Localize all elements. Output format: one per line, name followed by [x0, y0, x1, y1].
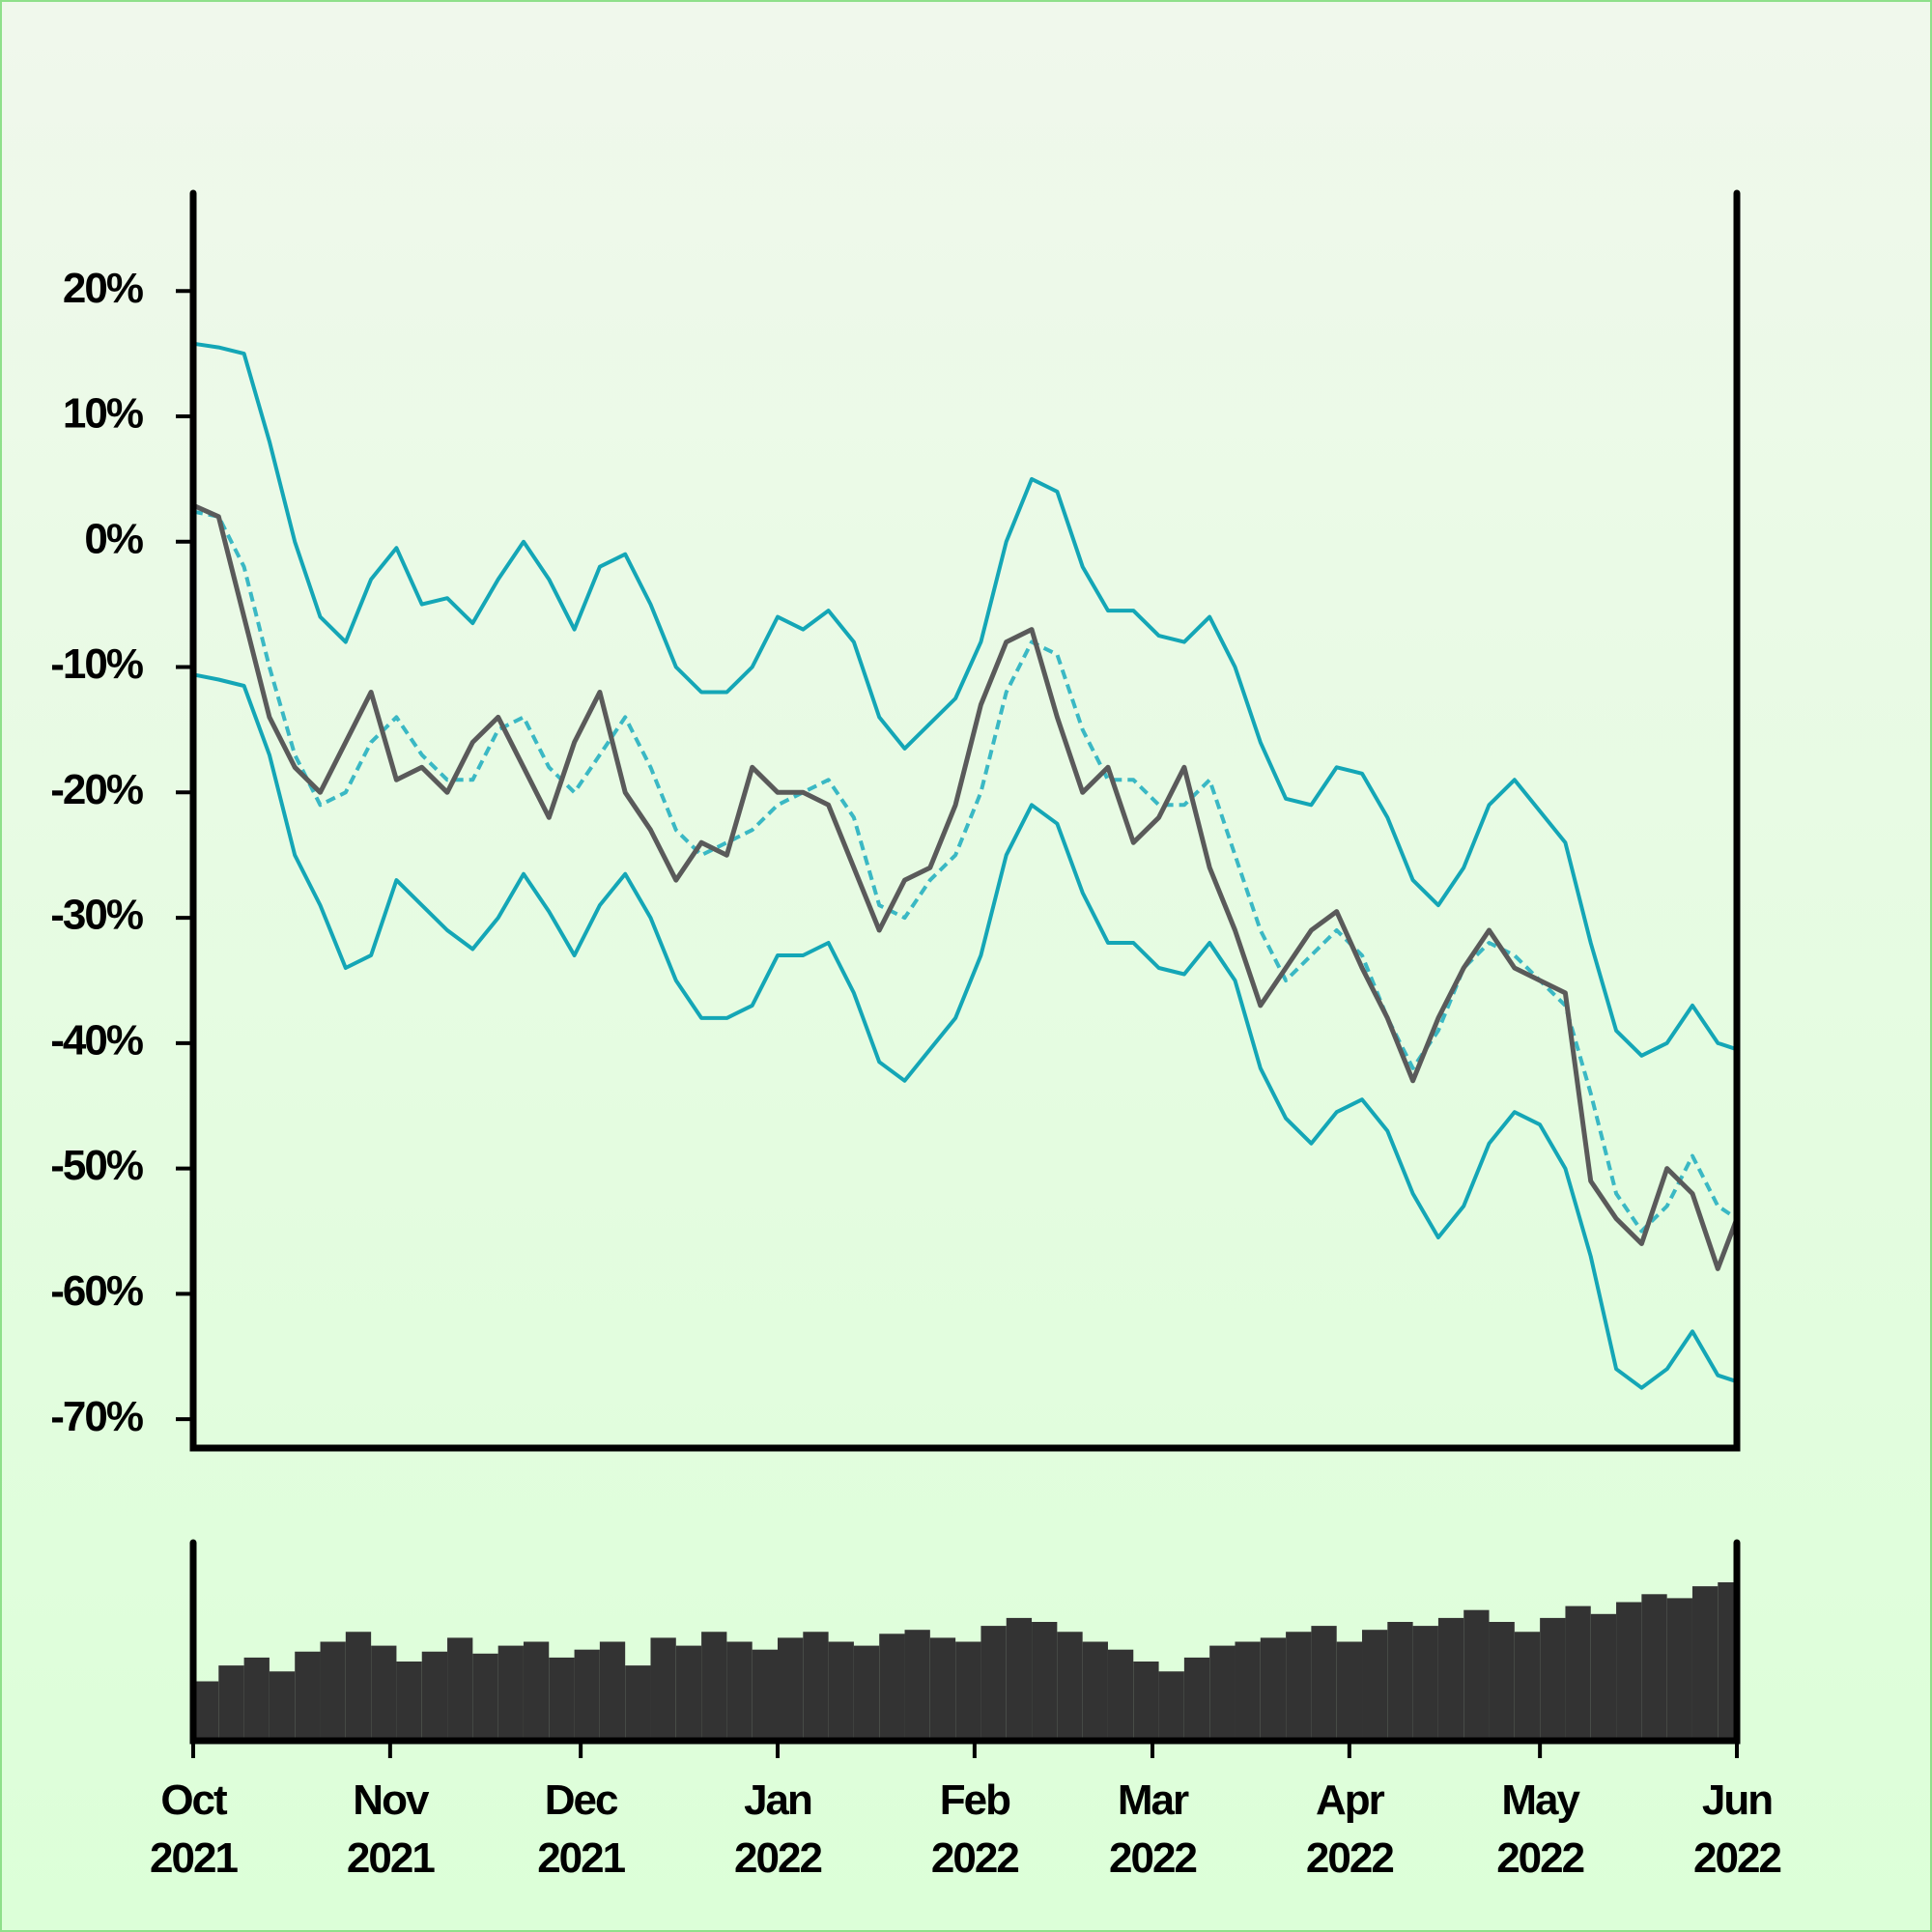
y-tick-label: 0%: [84, 515, 142, 562]
volume-bar: [904, 1630, 930, 1741]
volume-bar: [1691, 1586, 1719, 1741]
series-line: [192, 672, 1738, 1390]
x-tick-label: Dec 2021: [537, 1776, 625, 1882]
volume-bar: [447, 1637, 473, 1741]
x-tick-label: Jan 2022: [734, 1776, 821, 1882]
volume-bar: [625, 1665, 651, 1741]
volume-bar: [675, 1645, 702, 1741]
volume-bar: [879, 1634, 905, 1741]
volume-bar: [1616, 1602, 1642, 1741]
volume-bar: [752, 1649, 779, 1741]
series-line: [192, 341, 1738, 1058]
volume-bar: [1235, 1641, 1261, 1741]
volume-bar: [1489, 1622, 1515, 1741]
volume-bar: [599, 1641, 626, 1741]
volume-bar: [371, 1645, 397, 1741]
volume-bar: [1590, 1613, 1617, 1741]
volume-bar: [1183, 1657, 1210, 1741]
volume-bar: [929, 1637, 956, 1741]
y-tick-label: 10%: [63, 390, 143, 438]
volume-bar: [320, 1641, 346, 1741]
axis-frame: [189, 189, 1741, 1452]
volume-bar: [1412, 1626, 1438, 1741]
volume-bar: [1718, 1582, 1737, 1741]
volume-bar: [1209, 1645, 1236, 1741]
volume-bar: [1437, 1617, 1464, 1741]
y-tick-label: -10%: [50, 640, 143, 688]
volume-bar: [1641, 1594, 1667, 1741]
volume-bar: [549, 1657, 575, 1741]
volume-bar: [726, 1641, 753, 1741]
x-tick-label: Mar 2022: [1109, 1776, 1196, 1882]
volume-bar: [295, 1651, 321, 1741]
volume-bar: [1463, 1609, 1490, 1741]
x-tick-label: Feb 2022: [931, 1776, 1018, 1882]
volume-bar: [523, 1641, 550, 1741]
volume-bar: [1540, 1617, 1566, 1741]
volume-bar: [955, 1641, 981, 1741]
volume-bar: [1565, 1605, 1591, 1741]
x-tick-label: Apr 2022: [1306, 1776, 1393, 1882]
volume-bar: [1057, 1632, 1083, 1741]
volume-bar: [1666, 1598, 1692, 1741]
volume-bar: [828, 1641, 854, 1741]
volume-bar: [1260, 1637, 1287, 1741]
volume-bar: [1362, 1630, 1388, 1741]
y-tick-label: -70%: [50, 1393, 143, 1440]
y-tick-label: -50%: [50, 1142, 143, 1189]
volume-bar: [497, 1645, 524, 1741]
y-tick-label: -20%: [50, 766, 143, 813]
volume-bar: [574, 1649, 600, 1741]
volume-bar: [1082, 1641, 1108, 1741]
volume-bar: [472, 1653, 498, 1741]
volume-bar: [980, 1626, 1007, 1741]
y-tick-label: -60%: [50, 1267, 143, 1315]
x-tick-label: May 2022: [1496, 1776, 1583, 1882]
volume-bar: [1336, 1641, 1363, 1741]
volume-bar: [1514, 1632, 1541, 1741]
volume-bar: [193, 1681, 219, 1741]
volume-bar: [218, 1665, 244, 1741]
volume-bar: [1006, 1617, 1033, 1741]
volume-bar: [345, 1632, 372, 1741]
x-tick-label: Nov 2021: [347, 1776, 435, 1882]
volume-bar: [396, 1662, 422, 1741]
series-line: [191, 502, 1740, 1271]
volume-bar: [421, 1651, 448, 1741]
volume-bar: [1311, 1626, 1337, 1741]
volume-bar: [1133, 1662, 1159, 1741]
volume-bar: [269, 1671, 296, 1741]
volume-bar: [243, 1657, 270, 1741]
x-tick-label: Jun 2022: [1693, 1776, 1780, 1882]
volume-bar: [853, 1645, 880, 1741]
volume-bar: [1387, 1622, 1413, 1741]
series-line: [192, 509, 1739, 1234]
volume-bar: [650, 1637, 676, 1741]
y-tick-label: -40%: [50, 1016, 143, 1064]
volume-bar: [1032, 1622, 1058, 1741]
y-tick-label: -30%: [50, 892, 143, 939]
volume-bar: [778, 1637, 804, 1741]
volume-bar: [1107, 1649, 1134, 1741]
volume-bar: [1158, 1671, 1184, 1741]
volume-bar: [1286, 1632, 1312, 1741]
volume-bar: [701, 1632, 727, 1741]
x-tick-label: Oct 2021: [150, 1776, 238, 1882]
volume-bar: [803, 1632, 829, 1741]
axis-frame: [189, 1539, 1741, 1745]
y-tick-label: 20%: [63, 265, 143, 312]
